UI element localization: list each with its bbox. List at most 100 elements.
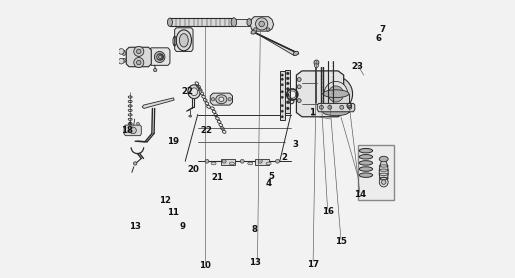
- Text: 11: 11: [167, 208, 179, 217]
- Circle shape: [340, 105, 344, 109]
- Text: 14: 14: [354, 190, 366, 199]
- Circle shape: [297, 99, 301, 103]
- Polygon shape: [252, 31, 297, 56]
- Ellipse shape: [324, 81, 348, 106]
- Text: 4: 4: [266, 179, 272, 188]
- Ellipse shape: [359, 148, 372, 153]
- Circle shape: [348, 105, 352, 109]
- Ellipse shape: [154, 51, 165, 63]
- Circle shape: [211, 98, 215, 101]
- Bar: [221, 159, 235, 165]
- Polygon shape: [210, 93, 232, 105]
- Ellipse shape: [179, 34, 188, 47]
- Circle shape: [259, 21, 264, 27]
- Ellipse shape: [323, 90, 349, 98]
- Ellipse shape: [176, 30, 192, 51]
- Polygon shape: [250, 17, 273, 31]
- Text: 13: 13: [249, 258, 261, 267]
- Ellipse shape: [379, 177, 388, 187]
- Bar: [285, 70, 290, 113]
- Circle shape: [281, 96, 283, 98]
- Ellipse shape: [293, 51, 299, 56]
- Text: 10: 10: [199, 261, 211, 270]
- Ellipse shape: [167, 18, 173, 26]
- Text: 1: 1: [308, 108, 315, 117]
- Ellipse shape: [379, 160, 388, 185]
- Ellipse shape: [328, 86, 344, 102]
- Circle shape: [134, 58, 144, 68]
- Bar: [323, 94, 349, 112]
- Circle shape: [118, 58, 124, 64]
- Polygon shape: [126, 47, 151, 67]
- Ellipse shape: [251, 30, 256, 34]
- Ellipse shape: [229, 162, 234, 165]
- Ellipse shape: [382, 180, 386, 184]
- Ellipse shape: [211, 162, 216, 165]
- Circle shape: [253, 28, 257, 31]
- Circle shape: [118, 49, 124, 54]
- Circle shape: [328, 105, 332, 109]
- Text: 19: 19: [167, 137, 179, 146]
- Circle shape: [281, 84, 283, 86]
- Circle shape: [319, 105, 323, 109]
- Ellipse shape: [216, 95, 227, 104]
- Text: 16: 16: [321, 207, 334, 216]
- Text: 23: 23: [351, 62, 363, 71]
- Polygon shape: [170, 18, 234, 26]
- Ellipse shape: [191, 88, 198, 96]
- Bar: [280, 71, 285, 120]
- Text: 22: 22: [181, 87, 194, 96]
- Circle shape: [222, 159, 226, 163]
- Ellipse shape: [359, 155, 372, 159]
- Bar: [357, 145, 394, 200]
- Circle shape: [281, 78, 283, 80]
- Circle shape: [286, 82, 289, 85]
- Text: 22: 22: [200, 126, 212, 135]
- Circle shape: [297, 78, 301, 81]
- Ellipse shape: [188, 85, 200, 99]
- Circle shape: [297, 85, 301, 89]
- Circle shape: [286, 107, 289, 110]
- Text: 15: 15: [335, 237, 347, 246]
- Ellipse shape: [319, 77, 353, 111]
- Circle shape: [286, 101, 289, 104]
- Ellipse shape: [323, 108, 349, 116]
- Circle shape: [153, 68, 157, 72]
- Polygon shape: [317, 103, 355, 112]
- Text: 5: 5: [268, 172, 274, 181]
- Circle shape: [130, 127, 136, 134]
- Circle shape: [276, 159, 280, 163]
- Polygon shape: [142, 98, 174, 108]
- Text: 9: 9: [179, 222, 185, 231]
- Bar: [234, 19, 249, 26]
- Text: 21: 21: [212, 173, 224, 182]
- Circle shape: [286, 72, 289, 75]
- Circle shape: [286, 88, 289, 90]
- Circle shape: [122, 51, 126, 55]
- Circle shape: [281, 116, 283, 118]
- Text: 7: 7: [380, 25, 386, 34]
- Circle shape: [136, 60, 141, 65]
- Circle shape: [286, 94, 289, 96]
- Circle shape: [286, 77, 289, 80]
- Bar: [255, 159, 269, 165]
- Ellipse shape: [231, 18, 237, 27]
- Polygon shape: [124, 125, 141, 136]
- Ellipse shape: [359, 173, 372, 177]
- Circle shape: [133, 162, 137, 165]
- Ellipse shape: [157, 54, 162, 60]
- Circle shape: [281, 91, 283, 93]
- Circle shape: [136, 122, 140, 125]
- Circle shape: [314, 60, 319, 65]
- Circle shape: [259, 159, 262, 163]
- Ellipse shape: [219, 97, 224, 101]
- Ellipse shape: [359, 167, 372, 171]
- Ellipse shape: [359, 161, 372, 165]
- Circle shape: [281, 74, 283, 76]
- Text: 12: 12: [159, 196, 171, 205]
- Circle shape: [241, 159, 244, 163]
- Polygon shape: [150, 48, 170, 65]
- Circle shape: [136, 49, 141, 54]
- Circle shape: [122, 58, 126, 62]
- Circle shape: [281, 110, 283, 112]
